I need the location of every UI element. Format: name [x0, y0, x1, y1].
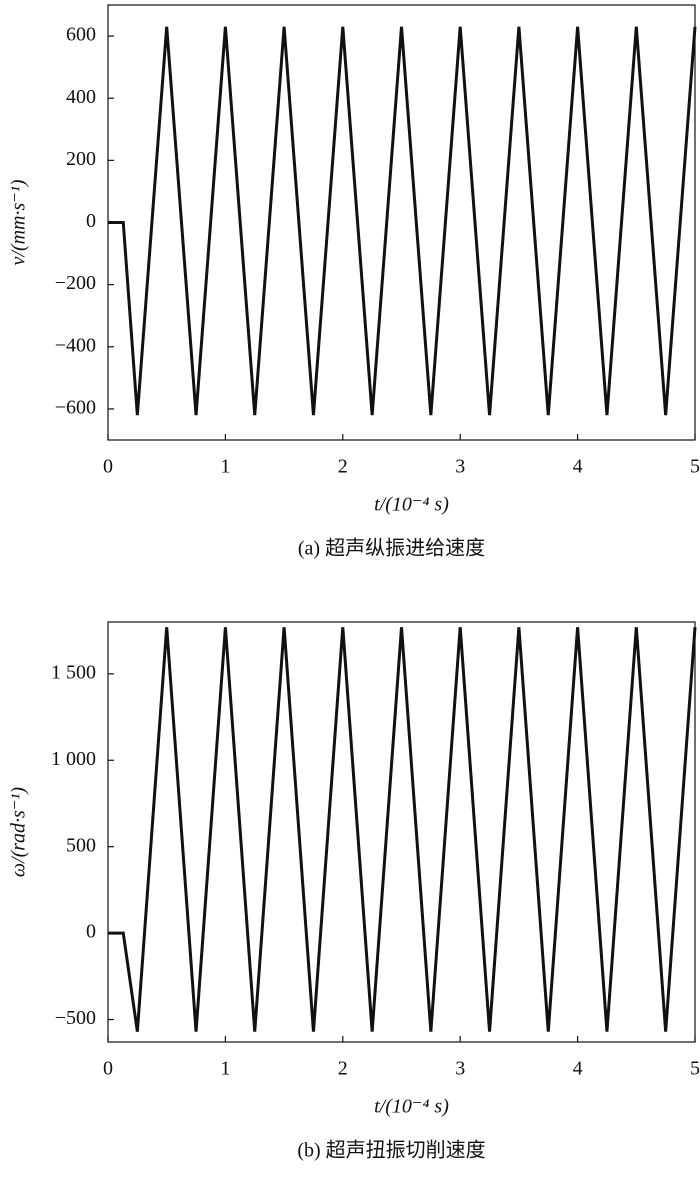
- x-tick-label: 3: [455, 456, 465, 478]
- x-tick-label: 5: [690, 1058, 700, 1080]
- y-axis-label: v/(mm·s⁻¹): [8, 179, 30, 265]
- y-tick-label: 1 500: [51, 661, 96, 683]
- y-tick-label: −500: [55, 1007, 96, 1029]
- y-tick-label: 500: [66, 834, 96, 856]
- y-tick-label: 600: [66, 24, 96, 46]
- x-tick-label: 2: [338, 456, 348, 478]
- x-axis-label: t/(10⁻⁴ s): [374, 1096, 449, 1118]
- y-tick-label: 200: [66, 148, 96, 170]
- x-tick-label: 0: [103, 456, 113, 478]
- x-tick-label: 1: [220, 456, 230, 478]
- x-tick-label: 4: [573, 1058, 583, 1080]
- data-line: [108, 26, 697, 416]
- x-tick-label: 3: [455, 1058, 465, 1080]
- x-axis-label: t/(10⁻⁴ s): [374, 494, 449, 516]
- y-tick-label: 0: [86, 210, 96, 232]
- plot-frame: [107, 4, 696, 441]
- y-tick-label: 0: [86, 921, 96, 943]
- x-tick-label: 4: [573, 456, 583, 478]
- x-tick-label: 1: [220, 1058, 230, 1080]
- plot-frame: [107, 621, 696, 1043]
- y-tick-label: 1 000: [51, 748, 96, 770]
- x-tick-label: 0: [103, 1058, 113, 1080]
- x-tick-label: 5: [690, 456, 700, 478]
- y-tick-label: 400: [66, 86, 96, 108]
- y-tick-label: −400: [55, 334, 96, 356]
- y-tick-label: −200: [55, 272, 96, 294]
- caption: (b) 超声扭振切削速度: [297, 1139, 485, 1162]
- y-axis-label: ω/(rad·s⁻¹): [8, 787, 30, 877]
- caption: (a) 超声纵振进给速度: [298, 537, 485, 560]
- data-line: [108, 627, 697, 1032]
- y-tick-label: −600: [55, 397, 96, 419]
- x-tick-label: 2: [338, 1058, 348, 1080]
